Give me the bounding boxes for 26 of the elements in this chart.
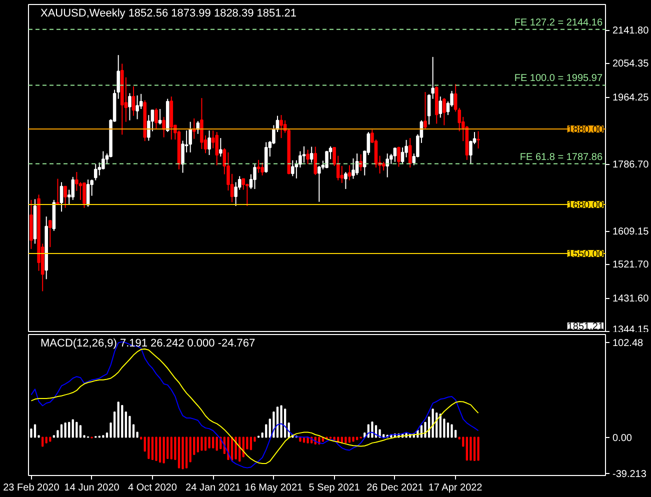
x-tick-label: 26 Dec 2021 bbox=[366, 482, 424, 494]
ref-line-label: FE 100.0 = 1995.97 bbox=[514, 73, 603, 84]
y-tick-label: -39.213 bbox=[612, 469, 647, 480]
y-tick-label: 1964.25 bbox=[612, 92, 650, 104]
y-tick-label: 1786.70 bbox=[612, 160, 650, 171]
ref-line-label: 1550.00 bbox=[567, 249, 604, 260]
y-tick-label: 1609.15 bbox=[612, 226, 650, 238]
x-tick-label: 23 Feb 2020 bbox=[3, 482, 60, 494]
ref-line-label: FE 61.8 = 1787.86 bbox=[520, 152, 603, 163]
x-tick-label: 4 Oct 2020 bbox=[128, 482, 178, 494]
ref-line-label: FE 127.2 = 2144.16 bbox=[514, 17, 603, 28]
ref-line-label: 1680.00 bbox=[567, 200, 604, 211]
y-tick-label: 1431.60 bbox=[612, 294, 650, 305]
x-tick-label: 16 May 2021 bbox=[244, 482, 304, 494]
ref-line-label: 1880.00 bbox=[567, 124, 604, 136]
x-tick-label: 17 Apr 2022 bbox=[428, 482, 483, 494]
y-tick-label: 1521.70 bbox=[612, 260, 650, 271]
x-tick-label: 5 Sep 2021 bbox=[308, 482, 360, 494]
annotation: 1851.21 bbox=[567, 322, 604, 332]
x-tick-label: 14 Jun 2020 bbox=[64, 482, 120, 494]
x-tick-label: 24 Jan 2021 bbox=[186, 482, 242, 494]
chart-title: XAUUSD,Weekly 1852.56 1873.99 1828.39 1851.21 bbox=[40, 8, 297, 20]
y-tick-label: 2054.35 bbox=[612, 58, 650, 70]
y-tick-label: 2141.80 bbox=[612, 26, 650, 37]
y-tick-label: 102.48 bbox=[612, 338, 644, 349]
y-tick-label: 0.00 bbox=[612, 432, 632, 444]
